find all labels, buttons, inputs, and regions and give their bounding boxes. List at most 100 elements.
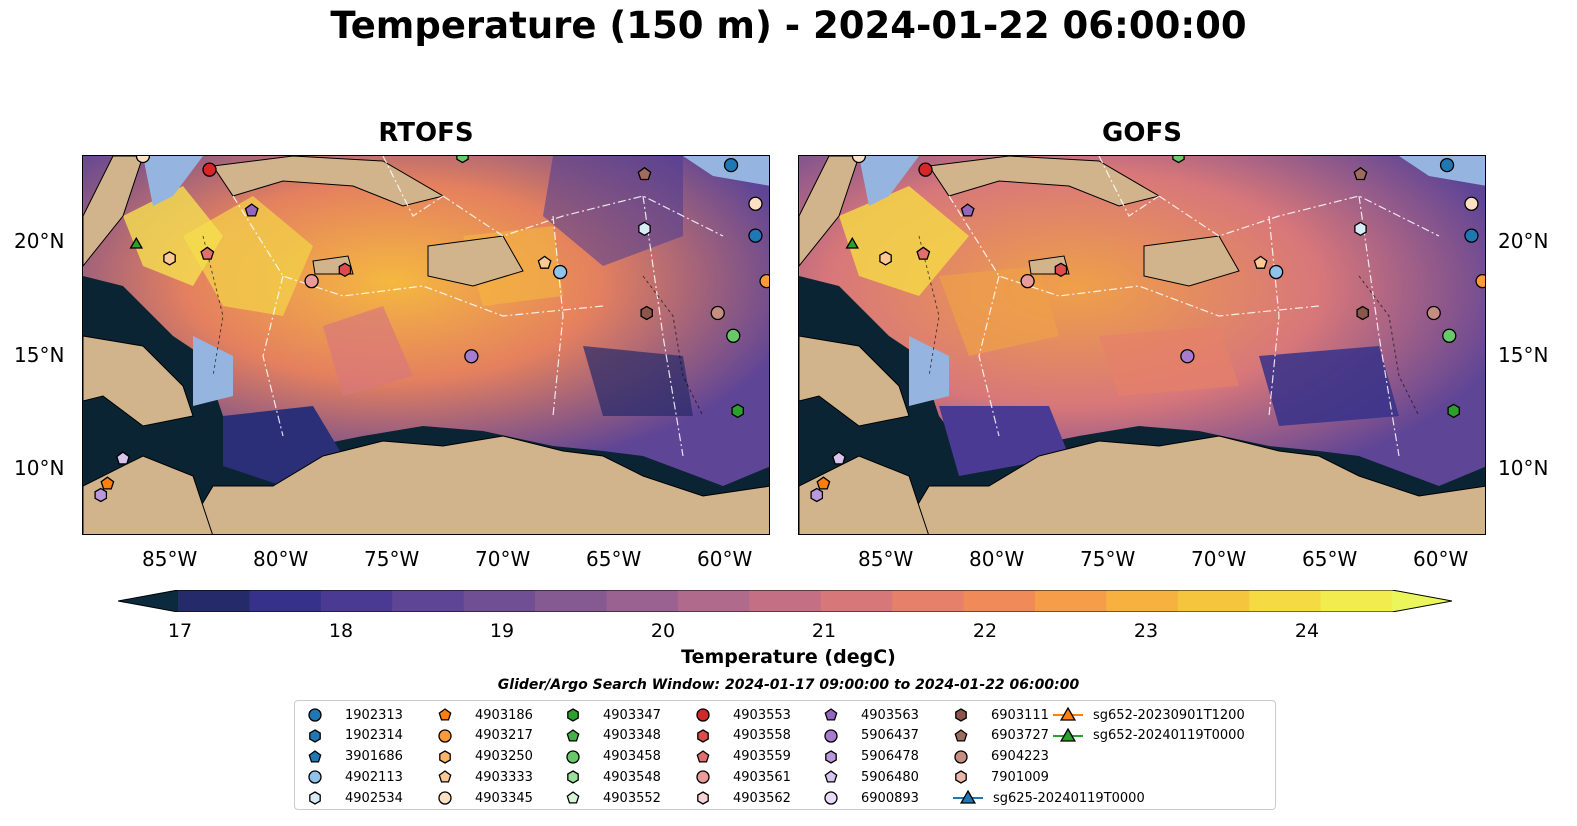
float-marker-14	[723, 157, 739, 173]
legend-item-6903111: 6903111	[951, 705, 1049, 725]
legend-item-4903186: 4903186	[435, 705, 533, 725]
legend-marker	[953, 789, 983, 804]
colorbar-tick-17: 17	[167, 620, 193, 642]
legend-item-4903333: 4903333	[435, 767, 533, 787]
legend-marker	[566, 791, 580, 804]
float-marker-12	[1353, 166, 1368, 181]
legend-marker	[696, 770, 710, 785]
float-marker-0	[851, 156, 867, 164]
legend-label: 4903348	[603, 728, 661, 744]
colorbar-segment	[535, 590, 607, 612]
legend-label: 4903563	[861, 707, 919, 723]
colorbar-tick-19: 19	[489, 620, 515, 642]
legend-item-4903348: 4903348	[563, 726, 661, 746]
float-marker-6	[304, 273, 319, 289]
float-marker-21	[1447, 403, 1460, 419]
float-marker-9	[537, 255, 552, 269]
rtofs-temperature-map	[82, 155, 770, 535]
float-marker-16	[1464, 228, 1479, 243]
lon-label-80w-gofs: 80°W	[969, 547, 1025, 571]
legend-marker	[438, 729, 452, 743]
colorbar-segment	[820, 590, 893, 612]
float-marker-11	[464, 349, 479, 364]
float-marker-2	[960, 203, 975, 217]
legend-marker	[309, 791, 321, 805]
legend-item-4903559: 4903559	[693, 747, 791, 767]
colorbar-tick-24: 24	[1294, 620, 1320, 642]
float-marker-12	[637, 166, 652, 181]
legend-item-4902113: 4902113	[305, 767, 403, 787]
legend-label: 5906480	[861, 769, 919, 785]
lon-label-75w-rtofs: 75°W	[364, 547, 420, 571]
legend-label: 4903345	[475, 790, 533, 806]
legend-label: 1902314	[345, 728, 403, 744]
gofs-map-canvas	[799, 156, 1485, 534]
lon-label-65w-gofs: 65°W	[1302, 547, 1358, 571]
colorbar-segment	[1106, 590, 1179, 612]
legend-marker	[438, 791, 452, 805]
float-marker-20	[1442, 328, 1457, 343]
float-marker-14	[1439, 157, 1455, 173]
colorbar-gradient	[117, 589, 1453, 613]
legend-item-3901686: 3901686	[305, 747, 403, 767]
lon-label-70w-rtofs: 70°W	[475, 547, 531, 571]
float-marker-16	[748, 228, 763, 243]
lat-label-10n-left: 10°N	[14, 456, 65, 480]
legend-label: 4903333	[475, 769, 533, 785]
float-marker-7	[1054, 262, 1068, 278]
legend-marker	[697, 729, 709, 743]
float-marker-24	[810, 487, 824, 503]
float-marker-23	[100, 476, 115, 490]
float-marker-9	[1253, 255, 1268, 269]
float-marker-4	[879, 251, 892, 266]
colorbar-tick-18: 18	[328, 620, 354, 642]
float-marker-10	[553, 264, 568, 280]
float-marker-11	[1180, 349, 1195, 364]
colorbar-segment	[606, 590, 679, 612]
lon-label-60w-rtofs: 60°W	[697, 547, 753, 571]
float-marker-6	[1020, 273, 1035, 289]
float-marker-20	[726, 328, 741, 343]
float-marker-15	[1464, 196, 1479, 211]
search-window-text: Glider/Argo Search Window: 2024-01-17 09…	[497, 677, 1080, 693]
legend-marker	[697, 791, 709, 805]
colorbar-extend-low	[118, 590, 178, 612]
float-marker-17	[1475, 274, 1485, 289]
float-marker-5	[916, 246, 931, 260]
colorbar-segment	[963, 590, 1036, 612]
legend-marker	[566, 728, 580, 742]
legend-item-6900893: 6900893	[821, 788, 919, 808]
float-marker-19	[710, 305, 725, 321]
legend-label: sg625-20240119T0000	[993, 790, 1145, 806]
colorbar-tick-21: 21	[811, 620, 837, 642]
legend-label: 7901009	[991, 769, 1049, 785]
float-marker-15	[748, 196, 763, 211]
colorbar-segment	[1320, 590, 1393, 612]
legend-marker	[439, 749, 451, 764]
colorbar-segment	[892, 590, 965, 612]
float-marker-17	[759, 274, 769, 289]
legend-label: 4903458	[603, 749, 661, 765]
float-marker-2	[244, 203, 259, 217]
lat-label-15n-right: 15°N	[1498, 343, 1549, 367]
lon-label-85w-rtofs: 85°W	[142, 547, 198, 571]
legend-marker	[824, 729, 838, 743]
legend-marker	[566, 749, 580, 764]
legend-item-4903458: 4903458	[563, 747, 661, 767]
lat-label-15n-left: 15°N	[14, 343, 65, 367]
colorbar-label: Temperature (degC)	[681, 646, 896, 668]
legend-label: 4903186	[475, 707, 533, 723]
legend-marker	[567, 770, 579, 785]
float-marker-4	[163, 251, 176, 266]
legend-marker	[825, 749, 837, 764]
legend-label: 6904223	[991, 749, 1049, 765]
legend-item-6904223: 6904223	[951, 747, 1049, 767]
legend-label: 5906478	[861, 749, 919, 765]
legend-marker	[954, 749, 968, 764]
float-marker-13	[638, 221, 651, 237]
legend-label: 4903553	[733, 707, 791, 723]
colorbar-segment	[1034, 590, 1107, 612]
legend-item-4903345: 4903345	[435, 788, 533, 808]
legend-label: 5906437	[861, 728, 919, 744]
lon-label-75w-gofs: 75°W	[1080, 547, 1136, 571]
